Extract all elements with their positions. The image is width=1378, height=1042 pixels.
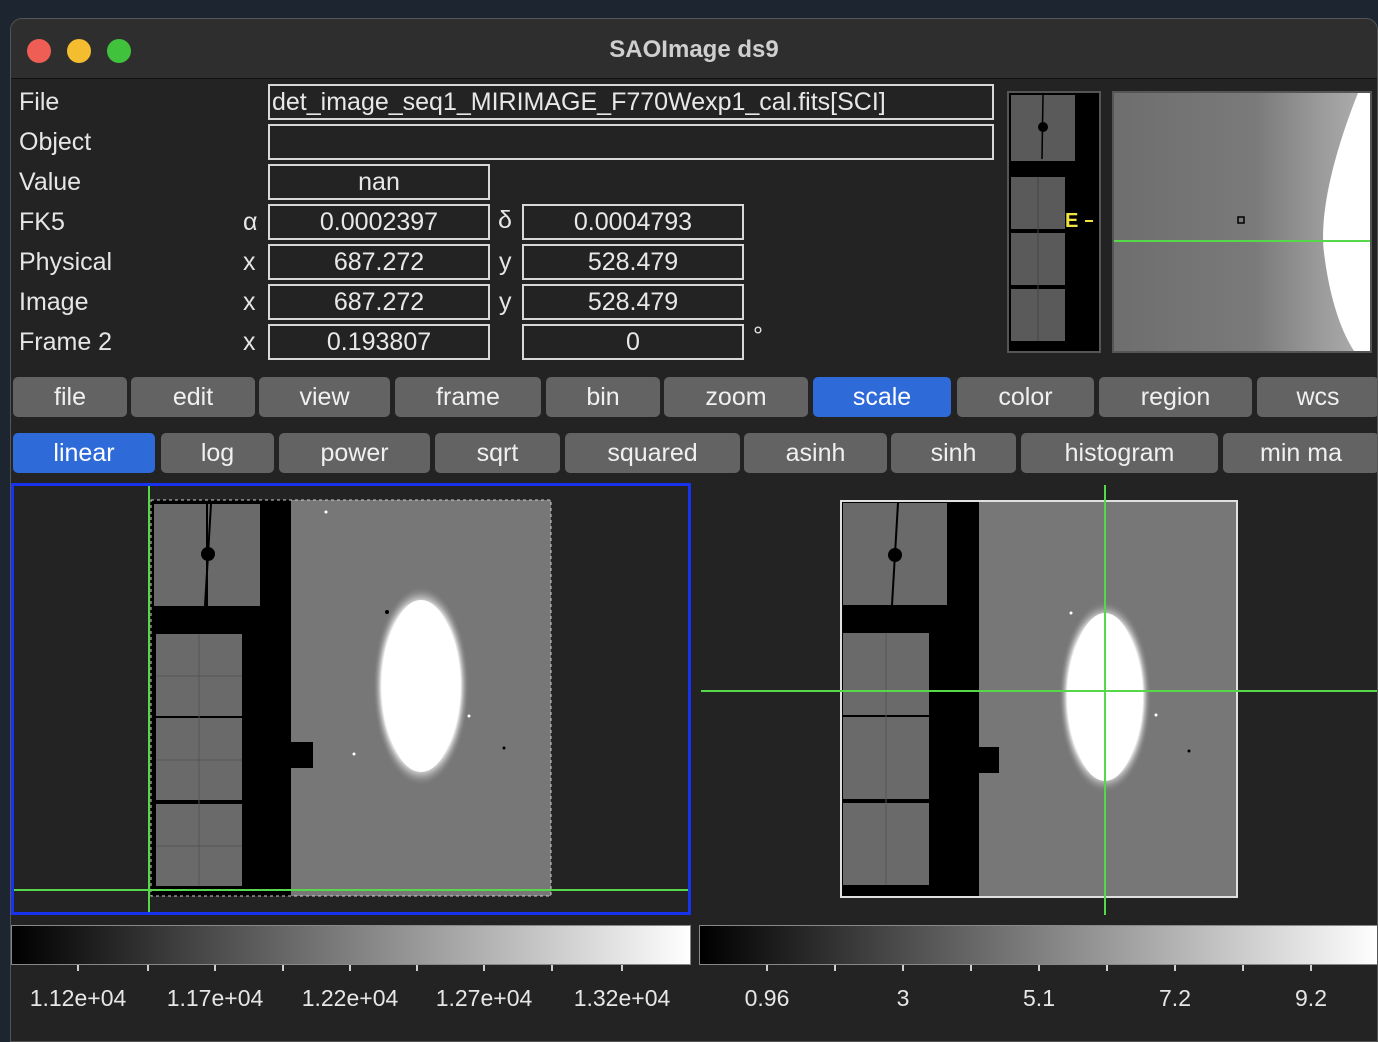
title-bar[interactable]: SAOImage ds9 — [11, 19, 1377, 79]
physical-label: Physical — [19, 248, 113, 276]
fk5-alpha-field[interactable]: 0.0002397 — [268, 204, 490, 240]
image-y-symbol: y — [499, 288, 512, 316]
scale-button-asinh[interactable]: asinh — [744, 433, 887, 473]
panner[interactable]: E — [1007, 91, 1101, 353]
menu-button-file[interactable]: file — [13, 377, 127, 417]
colorbar-1-tick-label-0: 1.12e+04 — [29, 985, 127, 1011]
fk5-alpha-symbol: α — [243, 208, 258, 236]
scale-button-bar: linear log power sqrt squared asinh sinh histog… — [11, 433, 1377, 473]
compass-east-label: E — [1065, 210, 1078, 232]
scale-button-min-ma[interactable]: min ma — [1223, 433, 1377, 473]
value-label: Value — [19, 168, 82, 196]
frame2-y-field[interactable]: 0 — [522, 324, 744, 360]
panner-thumbnail: E — [1009, 93, 1099, 351]
minimize-window-button[interactable] — [67, 39, 91, 63]
menu-button-color[interactable]: color — [957, 377, 1094, 417]
colorbar-ticks — [77, 965, 1312, 971]
colorbar-2-tick-label-2: 5.1 — [1023, 985, 1055, 1011]
scale-button-sqrt[interactable]: sqrt — [435, 433, 560, 473]
image-y-field[interactable]: 528.479 — [522, 284, 744, 320]
menu-button-scale[interactable]: scale — [813, 377, 951, 417]
fk5-delta-symbol: δ — [498, 206, 512, 234]
scale-button-linear[interactable]: linear — [13, 433, 155, 473]
colorbar-2-tick-label-1: 3 — [896, 985, 910, 1011]
colorbar-1[interactable] — [11, 925, 691, 965]
physical-x-symbol: x — [243, 248, 256, 276]
scale-button-power[interactable]: power — [279, 433, 430, 473]
info-panel: File det_image_seq1_MIRIMAGE_F770Wexp1_c… — [11, 79, 1377, 371]
zoom-window-button[interactable] — [107, 39, 131, 63]
main-menu-bar: file edit view frame bin zoom scale color region… — [11, 377, 1377, 417]
physical-y-field[interactable]: 528.479 — [522, 244, 744, 280]
menu-button-frame[interactable]: frame — [395, 377, 541, 417]
frame2-x-symbol: x — [243, 328, 256, 356]
file-label: File — [19, 88, 60, 116]
scale-button-log[interactable]: log — [161, 433, 274, 473]
close-window-button[interactable] — [27, 39, 51, 63]
image-x-field[interactable]: 687.272 — [268, 284, 490, 320]
menu-button-view[interactable]: view — [259, 377, 390, 417]
colorbar-2[interactable] — [699, 925, 1377, 965]
menu-button-edit[interactable]: edit — [131, 377, 255, 417]
colorbar-1-tick-label-3: 1.27e+04 — [435, 985, 533, 1011]
fk5-label: FK5 — [19, 208, 65, 236]
scale-button-sinh[interactable]: sinh — [891, 433, 1016, 473]
file-field[interactable]: det_image_seq1_MIRIMAGE_F770Wexp1_cal.fi… — [268, 84, 994, 120]
object-field[interactable] — [268, 124, 994, 160]
frame2-degree-unit: ° — [753, 322, 763, 350]
menu-button-wcs[interactable]: wcs — [1257, 377, 1377, 417]
scale-button-histogram[interactable]: histogram — [1021, 433, 1218, 473]
menu-button-region[interactable]: region — [1099, 377, 1252, 417]
image-x-symbol: x — [243, 288, 256, 316]
colorbar-1-tick-label-4: 1.32e+04 — [573, 985, 671, 1011]
frame2-x-field[interactable]: 0.193807 — [268, 324, 490, 360]
magnifier-view — [1114, 93, 1370, 351]
magnifier — [1112, 91, 1372, 353]
physical-x-field[interactable]: 687.272 — [268, 244, 490, 280]
image-frame-1[interactable] — [11, 483, 691, 915]
colorbar-2-tick-label-0: 0.96 — [744, 985, 790, 1011]
scale-button-squared[interactable]: squared — [565, 433, 740, 473]
object-label: Object — [19, 128, 92, 156]
physical-y-symbol: y — [499, 248, 512, 276]
menu-button-bin[interactable]: bin — [546, 377, 660, 417]
colorbar-1-tick-label-2: 1.22e+04 — [301, 985, 399, 1011]
ds9-window: SAOImage ds9 File det_image_seq1_MIRIMAG… — [10, 18, 1378, 1042]
image-label: Image — [19, 288, 89, 316]
frame2-label: Frame 2 — [19, 328, 113, 356]
frame-2-image — [701, 485, 1377, 915]
colorbar-2-tick-label-3: 7.2 — [1159, 985, 1191, 1011]
window-title: SAOImage ds9 — [609, 36, 779, 63]
value-field[interactable]: nan — [268, 164, 490, 200]
frame-1-image — [14, 486, 688, 912]
menu-button-zoom[interactable]: zoom — [664, 377, 808, 417]
fk5-delta-field[interactable]: 0.0004793 — [522, 204, 744, 240]
image-frame-2[interactable] — [701, 483, 1377, 915]
colorbar-1-tick-label-1: 1.17e+04 — [166, 985, 264, 1011]
colorbar-2-tick-label-4: 9.2 — [1295, 985, 1327, 1011]
